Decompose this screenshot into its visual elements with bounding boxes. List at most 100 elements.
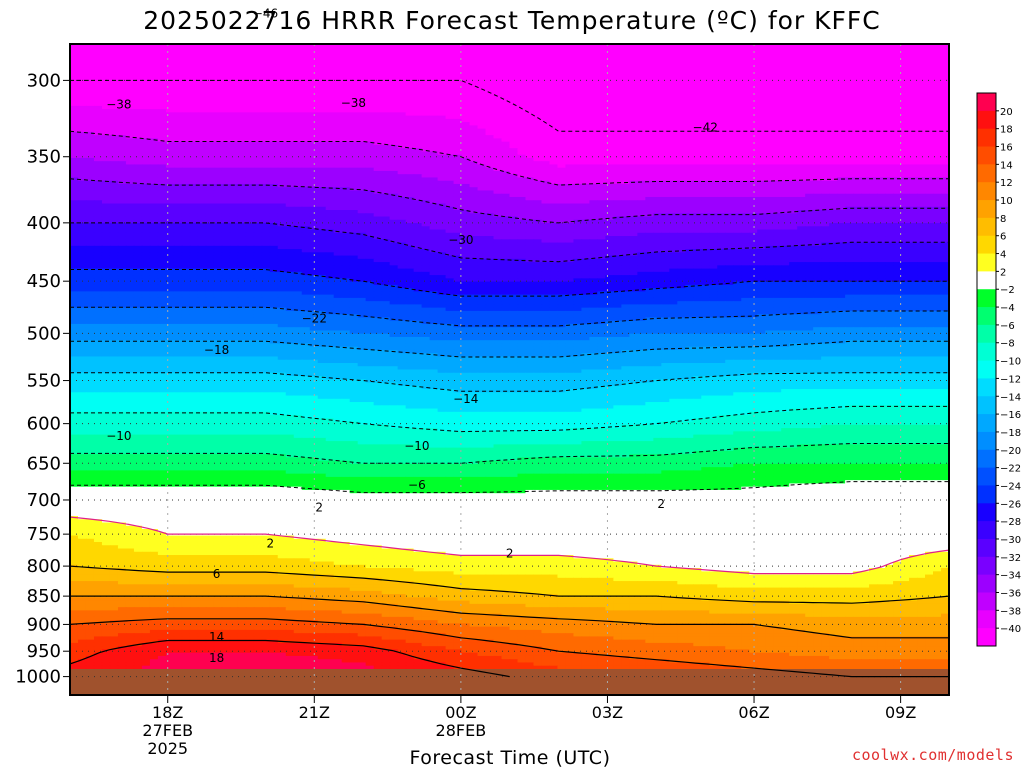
field-cell xyxy=(661,66,670,71)
field-cell xyxy=(629,70,638,74)
field-cell xyxy=(709,89,718,94)
field-cell xyxy=(605,92,614,97)
field-cell xyxy=(685,57,694,61)
field-cell xyxy=(293,86,303,91)
field-cell xyxy=(133,53,143,58)
field-cell xyxy=(173,79,183,84)
field-cell xyxy=(509,60,519,65)
field-cell xyxy=(933,44,942,48)
field-cell xyxy=(749,47,758,52)
field-cell xyxy=(541,47,551,52)
field-cell xyxy=(669,57,678,61)
field-cell xyxy=(621,73,630,78)
field-cell xyxy=(869,96,878,100)
field-cell xyxy=(477,76,487,81)
field-cell xyxy=(533,73,543,78)
field-cell xyxy=(509,76,519,81)
field-cell xyxy=(421,66,431,71)
field-cell xyxy=(813,50,822,55)
field-cell xyxy=(773,57,782,61)
field-cell xyxy=(645,50,654,55)
field-cell xyxy=(253,50,263,55)
field-cell xyxy=(853,83,862,87)
field-cell xyxy=(741,76,750,81)
field-cell xyxy=(221,44,231,48)
field-cell xyxy=(397,53,407,58)
field-cell xyxy=(245,89,255,94)
field-cell xyxy=(797,60,806,65)
field-cell xyxy=(389,76,399,81)
field-cell xyxy=(605,83,614,87)
field-cell xyxy=(197,70,207,74)
field-cell xyxy=(677,86,686,91)
field-cell xyxy=(925,92,934,97)
field-cell xyxy=(725,47,734,52)
field-cell xyxy=(629,57,638,61)
field-cell xyxy=(589,86,598,91)
field-cell xyxy=(341,50,351,55)
field-cell xyxy=(333,96,343,100)
field-cell xyxy=(221,60,231,65)
field-cell xyxy=(621,70,630,74)
field-cell xyxy=(869,86,878,91)
field-cell xyxy=(485,44,495,48)
field-cell xyxy=(453,50,463,55)
field-cell xyxy=(133,89,143,94)
field-cell xyxy=(125,86,135,91)
field-cell xyxy=(301,76,311,81)
field-cell xyxy=(621,66,630,71)
field-cell xyxy=(173,50,183,55)
field-cell xyxy=(77,83,87,87)
field-cell xyxy=(621,63,630,68)
field-cell xyxy=(845,47,854,52)
field-cell xyxy=(285,89,295,94)
field-cell xyxy=(677,63,686,68)
field-cell xyxy=(653,76,662,81)
field-cell xyxy=(277,57,287,61)
field-cell xyxy=(749,50,758,55)
field-cell xyxy=(693,63,702,68)
field-cell xyxy=(413,83,423,87)
field-cell xyxy=(733,44,742,48)
field-cell xyxy=(70,57,79,61)
field-cell xyxy=(685,73,694,78)
field-cell xyxy=(645,89,654,94)
field-cell xyxy=(557,47,567,52)
field-cell xyxy=(469,50,479,55)
field-cell xyxy=(165,70,175,74)
field-cell xyxy=(421,50,431,55)
field-cell xyxy=(197,60,207,65)
field-cell xyxy=(509,70,519,74)
field-cell xyxy=(293,83,303,87)
field-cell xyxy=(709,60,718,65)
field-cell xyxy=(141,66,151,71)
field-cell xyxy=(885,76,894,81)
field-cell xyxy=(189,70,199,74)
field-cell xyxy=(381,60,391,65)
field-cell xyxy=(213,57,223,61)
field-cell xyxy=(485,86,495,91)
field-cell xyxy=(837,70,846,74)
field-cell xyxy=(445,86,455,91)
field-cell xyxy=(293,57,303,61)
field-cell xyxy=(717,60,726,65)
field-cell xyxy=(365,53,375,58)
field-cell xyxy=(325,79,335,84)
field-cell xyxy=(725,44,734,48)
field-cell xyxy=(485,63,495,68)
field-cell xyxy=(501,60,511,65)
field-cell xyxy=(509,86,519,91)
field-cell xyxy=(509,92,519,97)
field-cell xyxy=(709,86,718,91)
field-cell xyxy=(125,92,135,97)
field-cell xyxy=(373,89,383,94)
field-cell xyxy=(93,83,103,87)
field-cell xyxy=(133,63,143,68)
field-cell xyxy=(773,70,782,74)
field-cell xyxy=(85,63,95,68)
field-cell xyxy=(757,60,766,65)
field-cell xyxy=(517,70,527,74)
field-cell xyxy=(261,89,271,94)
field-cell xyxy=(341,92,351,97)
field-cell xyxy=(637,50,646,55)
